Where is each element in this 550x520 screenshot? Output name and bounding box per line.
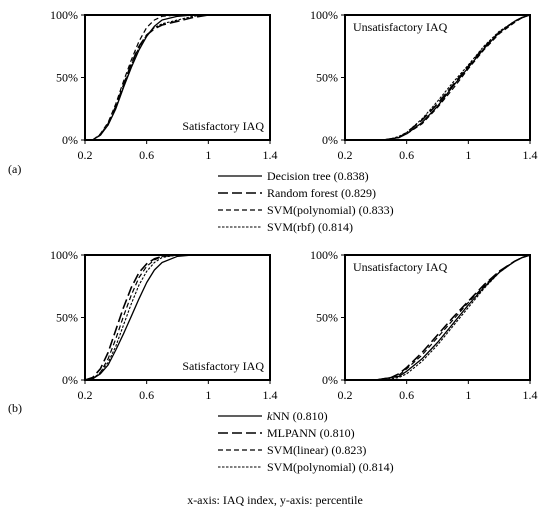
x-tick-label: 1 bbox=[205, 148, 211, 162]
legend-label: kNN (0.810) bbox=[267, 409, 328, 423]
series-line-4 bbox=[383, 14, 531, 141]
y-tick-label: 100% bbox=[50, 248, 78, 262]
x-tick-label: 0.6 bbox=[139, 388, 154, 402]
series-line-3 bbox=[85, 14, 209, 141]
plot-frame bbox=[84, 254, 271, 381]
series-line-3 bbox=[375, 254, 531, 381]
panel-tag-a: (a) bbox=[8, 162, 21, 176]
legend-b: kNN (0.810) MLPANN (0.810) SVM(linear) (0.… bbox=[218, 409, 394, 474]
x-tick-label: 0.6 bbox=[399, 148, 414, 162]
series-line-2 bbox=[383, 14, 531, 141]
x-tick-label: 1 bbox=[205, 388, 211, 402]
y-tick-label: 0% bbox=[322, 133, 338, 147]
legend-label: SVM(linear) (0.823) bbox=[267, 443, 366, 457]
series-line-4 bbox=[375, 254, 531, 381]
y-tick-label: 0% bbox=[62, 133, 78, 147]
chart-title: Satisfactory IAQ bbox=[182, 119, 264, 133]
x-tick-label: 1.4 bbox=[523, 148, 538, 162]
figure-caption: x-axis: IAQ index, y-axis: percentile bbox=[187, 493, 363, 507]
y-tick-label: 50% bbox=[316, 71, 338, 85]
y-tick-label: 100% bbox=[310, 248, 338, 262]
panel-tag-b: (b) bbox=[8, 401, 22, 415]
chart-b-satisfactory: 0% 50% 100% 0.2 0.6 1 1.4 Satisfactory IAQ bbox=[50, 248, 278, 402]
legend-label: Decision tree (0.838) bbox=[267, 169, 369, 183]
series-line-3 bbox=[383, 14, 531, 141]
series-line-4 bbox=[85, 14, 209, 141]
x-tick-label: 1 bbox=[465, 388, 471, 402]
x-tick-label: 0.2 bbox=[338, 148, 353, 162]
x-tick-label: 0.6 bbox=[139, 148, 154, 162]
y-tick-label: 50% bbox=[56, 71, 78, 85]
x-tick-label: 1 bbox=[465, 148, 471, 162]
legend-a: Decision tree (0.838) Random forest (0.82… bbox=[218, 169, 394, 234]
chart-title: Unsatisfactory IAQ bbox=[353, 20, 448, 34]
y-tick-label: 100% bbox=[50, 8, 78, 22]
x-tick-label: 0.2 bbox=[78, 388, 93, 402]
series-line-4 bbox=[84, 254, 193, 381]
x-tick-label: 1.4 bbox=[523, 388, 538, 402]
legend-label: Random forest (0.829) bbox=[267, 186, 376, 200]
charts: 0% 50% 100% 0.2 0.6 1 1.4 Satisfactory IAQ 0% 50%… bbox=[50, 8, 538, 402]
plot-frame bbox=[344, 254, 531, 381]
legend-label: SVM(rbf) (0.814) bbox=[267, 220, 353, 234]
legend-label: SVM(polynomial) (0.833) bbox=[267, 203, 394, 217]
x-tick-label: 0.2 bbox=[78, 148, 93, 162]
x-tick-label: 1.4 bbox=[263, 148, 278, 162]
y-tick-label: 0% bbox=[62, 373, 78, 387]
series-line-1 bbox=[84, 254, 193, 381]
plot-frame bbox=[84, 14, 271, 141]
x-tick-label: 1.4 bbox=[263, 388, 278, 402]
y-tick-label: 50% bbox=[316, 311, 338, 325]
legend-label: SVM(polynomial) (0.814) bbox=[267, 460, 394, 474]
chart-a-satisfactory: 0% 50% 100% 0.2 0.6 1 1.4 Satisfactory IAQ bbox=[50, 8, 278, 162]
series-line-2 bbox=[84, 254, 193, 381]
chart-title: Satisfactory IAQ bbox=[182, 359, 264, 373]
legend-label: MLPANN (0.810) bbox=[267, 426, 355, 440]
x-tick-label: 0.2 bbox=[338, 388, 353, 402]
chart-b-unsatisfactory: 0% 50% 100% 0.2 0.6 1 1.4 Unsatisfactory IAQ bbox=[310, 248, 538, 402]
y-tick-label: 0% bbox=[322, 373, 338, 387]
x-tick-label: 0.6 bbox=[399, 388, 414, 402]
y-tick-label: 100% bbox=[310, 8, 338, 22]
series-line-3 bbox=[84, 254, 193, 381]
chart-a-unsatisfactory: 0% 50% 100% 0.2 0.6 1 1.4 Unsatisfactory IAQ bbox=[310, 8, 538, 162]
y-tick-label: 50% bbox=[56, 311, 78, 325]
plot-frame bbox=[344, 14, 531, 141]
chart-title: Unsatisfactory IAQ bbox=[353, 260, 448, 274]
